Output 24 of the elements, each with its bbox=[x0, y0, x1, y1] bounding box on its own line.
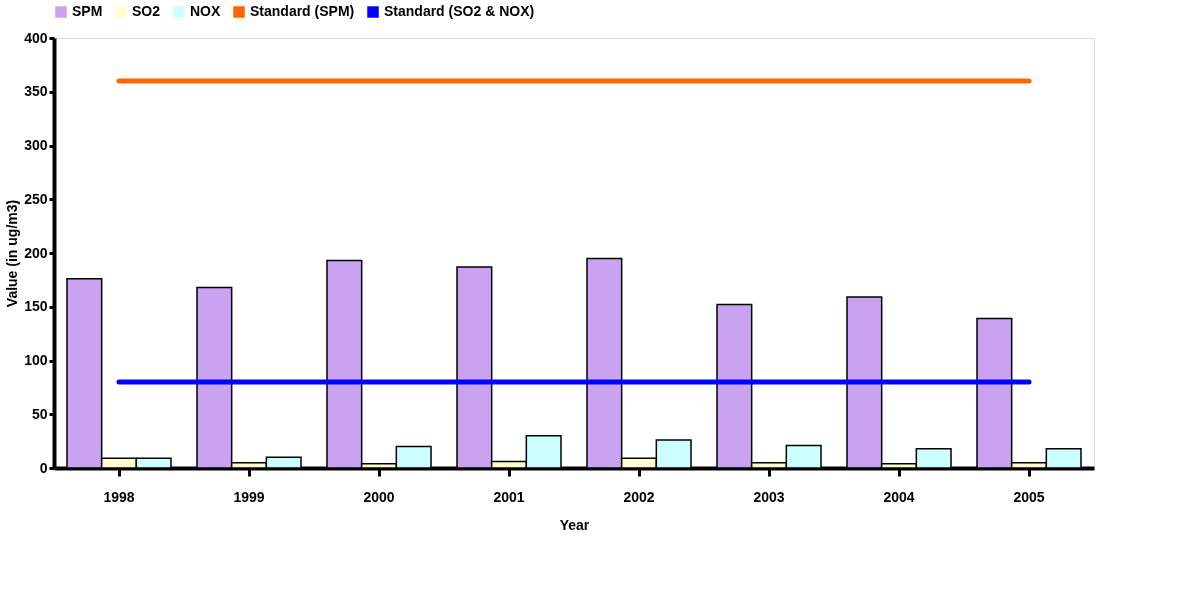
y-tick-label: 0 bbox=[39, 459, 48, 476]
x-tick-label: 2001 bbox=[493, 488, 525, 505]
y-tick-label: 300 bbox=[24, 137, 48, 153]
y-axis-title: Value (in ug/m3) bbox=[4, 199, 21, 308]
x-axis-title: Year bbox=[559, 516, 590, 533]
x-tick-label: 2000 bbox=[363, 488, 395, 505]
legend-label: NOX bbox=[190, 3, 221, 19]
y-tick-label: 350 bbox=[24, 83, 48, 100]
x-tick-label: 1999 bbox=[233, 488, 265, 505]
x-tick-label: 2002 bbox=[623, 488, 655, 505]
legend-label: SO2 bbox=[132, 3, 161, 19]
x-tick-label: 2003 bbox=[753, 488, 785, 505]
y-tick-label: 400 bbox=[24, 29, 48, 46]
x-tick-label: 2005 bbox=[1013, 488, 1045, 505]
y-tick-label: 100 bbox=[24, 352, 48, 368]
y-tick-label: 250 bbox=[24, 190, 48, 207]
y-tick-label: 150 bbox=[24, 298, 48, 315]
legend-label: SPM bbox=[72, 3, 103, 19]
legend-label: Standard (SO2 & NOX) bbox=[384, 3, 535, 19]
y-tick-label: 200 bbox=[24, 244, 48, 261]
legend-label: Standard (SPM) bbox=[250, 3, 355, 19]
y-tick-label: 50 bbox=[31, 405, 48, 422]
x-tick-label: 1998 bbox=[103, 488, 135, 505]
x-tick-label: 2004 bbox=[883, 488, 915, 505]
